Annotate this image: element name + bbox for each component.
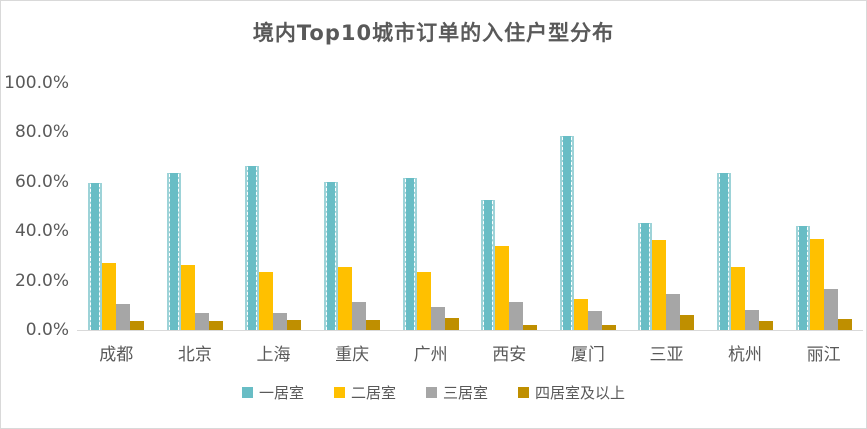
x-axis-labels: 成都 北京 上海 重庆 广州 西安 厦门 三亚 杭州 丽江 [77,340,863,365]
bar [652,239,667,330]
x-axis-label: 杭州 [728,345,763,365]
legend-label: 一居室 [258,384,304,402]
bar [430,306,445,330]
bar [116,304,131,330]
bar [601,325,616,330]
legend-item: 一居室 [241,382,304,403]
bar [823,289,838,330]
bar [680,315,695,330]
bar [559,136,574,330]
y-tick-label: 40.0% [14,221,69,242]
bar [130,321,145,330]
bar [352,301,367,330]
bar [666,294,681,330]
bar-group [166,83,223,330]
bar-group [559,83,616,330]
bar-group [638,83,695,331]
bar [259,271,274,330]
bar [287,320,302,330]
bar [324,181,339,331]
bar [837,318,852,330]
bar [573,299,588,330]
y-tick-label: 20.0% [14,270,69,291]
bar [273,312,288,330]
legend-label: 四居室及以上 [535,384,626,402]
bar [402,178,417,330]
legend-item: 四居室及以上 [518,382,625,403]
chart-body: 100.0% 80.0% 60.0% 40.0% 20.0% 0.0% [1,73,866,340]
legend-item: 二居室 [333,382,396,403]
x-axis-label: 重庆 [335,345,370,365]
bar [180,264,195,330]
bar [795,226,810,330]
x-axis: 成都 北京 上海 重庆 广州 西安 厦门 三亚 杭州 丽江 [1,340,863,365]
x-axis-label: 上海 [256,345,291,365]
x-axis-spacer [1,340,77,365]
bar [731,267,746,330]
bar-group [402,83,459,330]
bar [338,267,353,330]
bar [366,320,381,330]
bar-group [88,83,145,330]
y-tick-label: 100.0% [4,73,69,93]
bar [587,311,602,330]
bar-group [717,83,774,330]
x-axis-label: 广州 [413,345,448,365]
y-tick-label: 60.0% [14,171,69,192]
plot-area [77,83,863,331]
bar [717,173,732,330]
legend-item: 三居室 [426,382,488,403]
legend-marker-icon [333,387,345,398]
bar-group [245,83,302,331]
bar [745,310,760,330]
legend-marker-icon [426,387,437,398]
legend: 一居室 二居室 三居室 四居室及以上 [1,382,866,403]
x-axis-label: 成都 [99,345,134,365]
bar [481,200,496,330]
bar [509,301,524,330]
bar [759,321,774,330]
y-tick-label: 80.0% [14,122,69,143]
bar-group [481,83,538,330]
x-axis-label: 北京 [177,345,212,365]
bar-group [324,83,381,331]
bar [495,246,510,330]
x-axis-label: 厦门 [570,345,605,365]
bar [194,312,209,330]
x-axis-label: 西安 [492,345,527,365]
bar [638,222,653,331]
bar [208,321,223,330]
legend-marker-icon [518,387,530,398]
bar [416,271,431,330]
x-axis-label: 三亚 [649,345,684,365]
legend-marker-icon [241,387,253,398]
bar [166,173,181,330]
bar [523,325,538,330]
legend-label: 三居室 [443,384,489,402]
chart-title: 境内Top10城市订单的入住户型分布 [252,21,615,45]
bar [809,238,824,330]
x-axis-label: 丽江 [806,345,841,365]
bar [102,263,117,330]
bar [444,317,459,330]
y-tick-label: 0.0% [25,320,69,340]
bar [88,183,103,330]
bar [245,165,260,331]
y-axis: 100.0% 80.0% 60.0% 40.0% 20.0% 0.0% [1,73,77,340]
bar-group [795,83,852,330]
legend-label: 二居室 [350,384,396,402]
